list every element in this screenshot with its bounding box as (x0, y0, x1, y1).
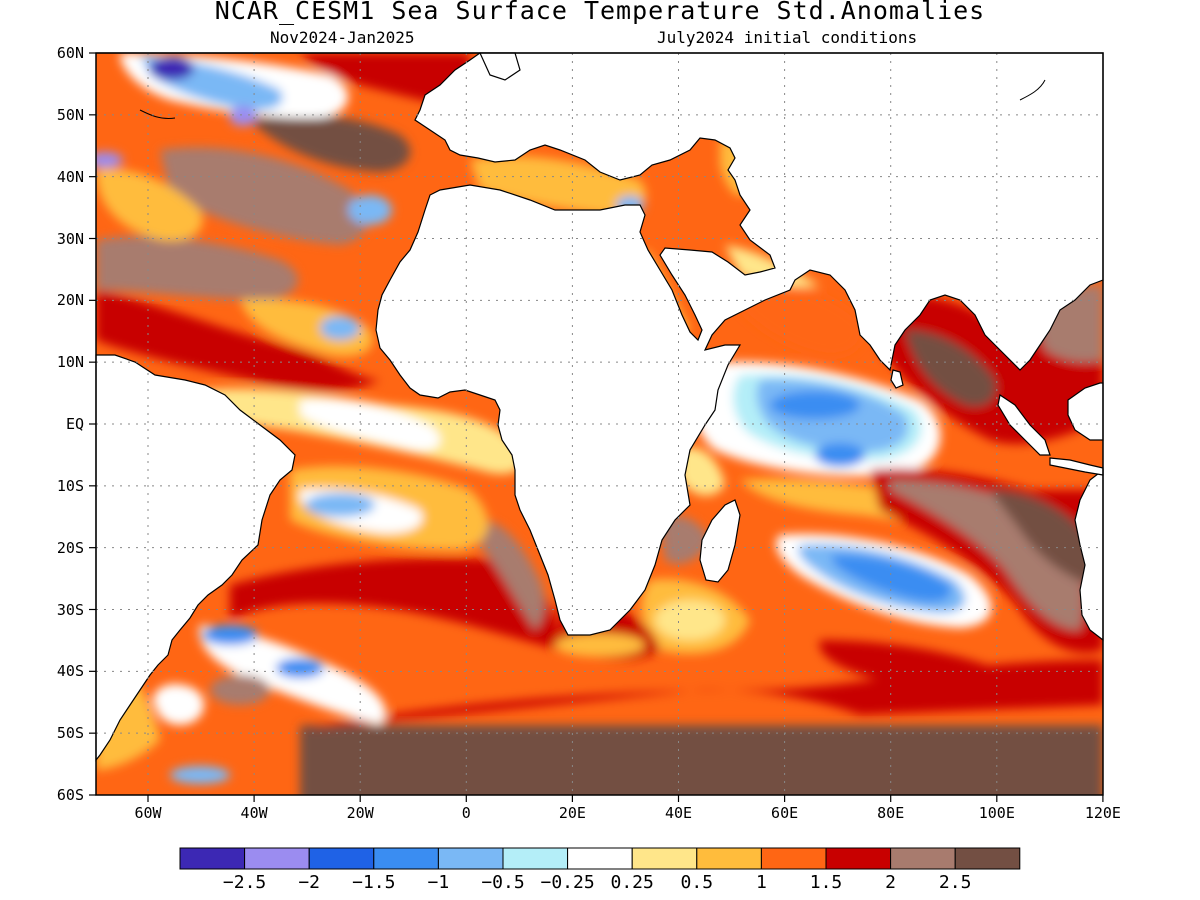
madagascar (699, 499, 741, 583)
map-title: NCAR_CESM1 Sea Surface Temperature Std.A… (214, 0, 986, 25)
longitude-label: 60E (771, 804, 799, 822)
colorbar-label: 1.5 (809, 872, 843, 893)
colorbar-swatch (696, 847, 762, 870)
colorbar-label: 0.25 (610, 872, 654, 893)
colorbar-swatch (760, 847, 827, 870)
latitude-label: 60N (56, 44, 84, 62)
latitude-label: 40S (56, 662, 84, 681)
sumatra (997, 394, 1051, 456)
latitude-label: 10S (56, 476, 84, 495)
colorbar-swatch (631, 847, 698, 870)
colorbar-label: 0.5 (680, 872, 714, 893)
colorbar-swatch (502, 847, 569, 870)
longitude-label: 40E (664, 804, 693, 822)
colorbar-label: −0.25 (540, 872, 595, 893)
colorbar-swatch (890, 847, 956, 870)
longitude-label: 20E (558, 804, 586, 822)
latitude-label: 40N (56, 167, 84, 186)
coast-details (139, 79, 1046, 119)
longitude-label: 60W (134, 804, 162, 822)
colorbar-swatch (437, 847, 504, 870)
colorbar-label: −1.5 (352, 872, 396, 893)
cool-anomaly-south-atlantic (305, 493, 375, 517)
longitude-label: 120E (1084, 804, 1121, 822)
longitude-label: 20W (346, 804, 374, 822)
initial-conditions: July2024 initial conditions (657, 28, 918, 47)
colorbar-swatch (244, 847, 310, 870)
latitude-label: 20S (56, 538, 84, 557)
latitude-label: 50N (56, 105, 84, 124)
land-masses (95, 52, 1104, 762)
colorbar-label: −2 (298, 872, 321, 893)
colorbar-swatch (308, 847, 375, 870)
south-america (95, 354, 296, 762)
latitude-label: 50S (56, 724, 84, 743)
colorbar-swatch (825, 847, 892, 870)
colorbar-label: −2.5 (222, 872, 267, 893)
latitude-label: 10N (56, 353, 84, 372)
latitude-label: 60S (56, 786, 84, 804)
latitude-label: 30N (56, 229, 84, 248)
colorbar-swatch (567, 847, 633, 870)
colorbar-label: −1 (427, 872, 450, 893)
colorbar-label: 2 (885, 872, 897, 893)
longitude-label: 80E (877, 804, 905, 822)
australia (1074, 468, 1104, 642)
south-atlantic-warm-band (230, 558, 560, 650)
colorbar-label: −0.5 (481, 872, 525, 893)
forecast-period: Nov2024-Jan2025 (270, 28, 415, 47)
colorbar (179, 847, 1021, 870)
axis-ticks (89, 52, 1104, 802)
longitude-label: 40W (240, 804, 268, 822)
latitude-label: 30S (56, 600, 84, 619)
longitude-label: 0 (461, 804, 471, 822)
latitude-label: EQ (65, 415, 84, 433)
sri-lanka (890, 369, 904, 389)
colorbar-swatch (179, 847, 246, 870)
latitude-label: 20N (56, 291, 84, 310)
colorbar-swatch (954, 847, 1021, 870)
southern-ocean-anomaly (300, 725, 1103, 795)
colorbar-label: 2.5 (938, 872, 972, 893)
colorbar-swatch (373, 847, 439, 870)
longitude-label: 100E (978, 804, 1015, 822)
colorbar-label: 1 (755, 872, 767, 893)
